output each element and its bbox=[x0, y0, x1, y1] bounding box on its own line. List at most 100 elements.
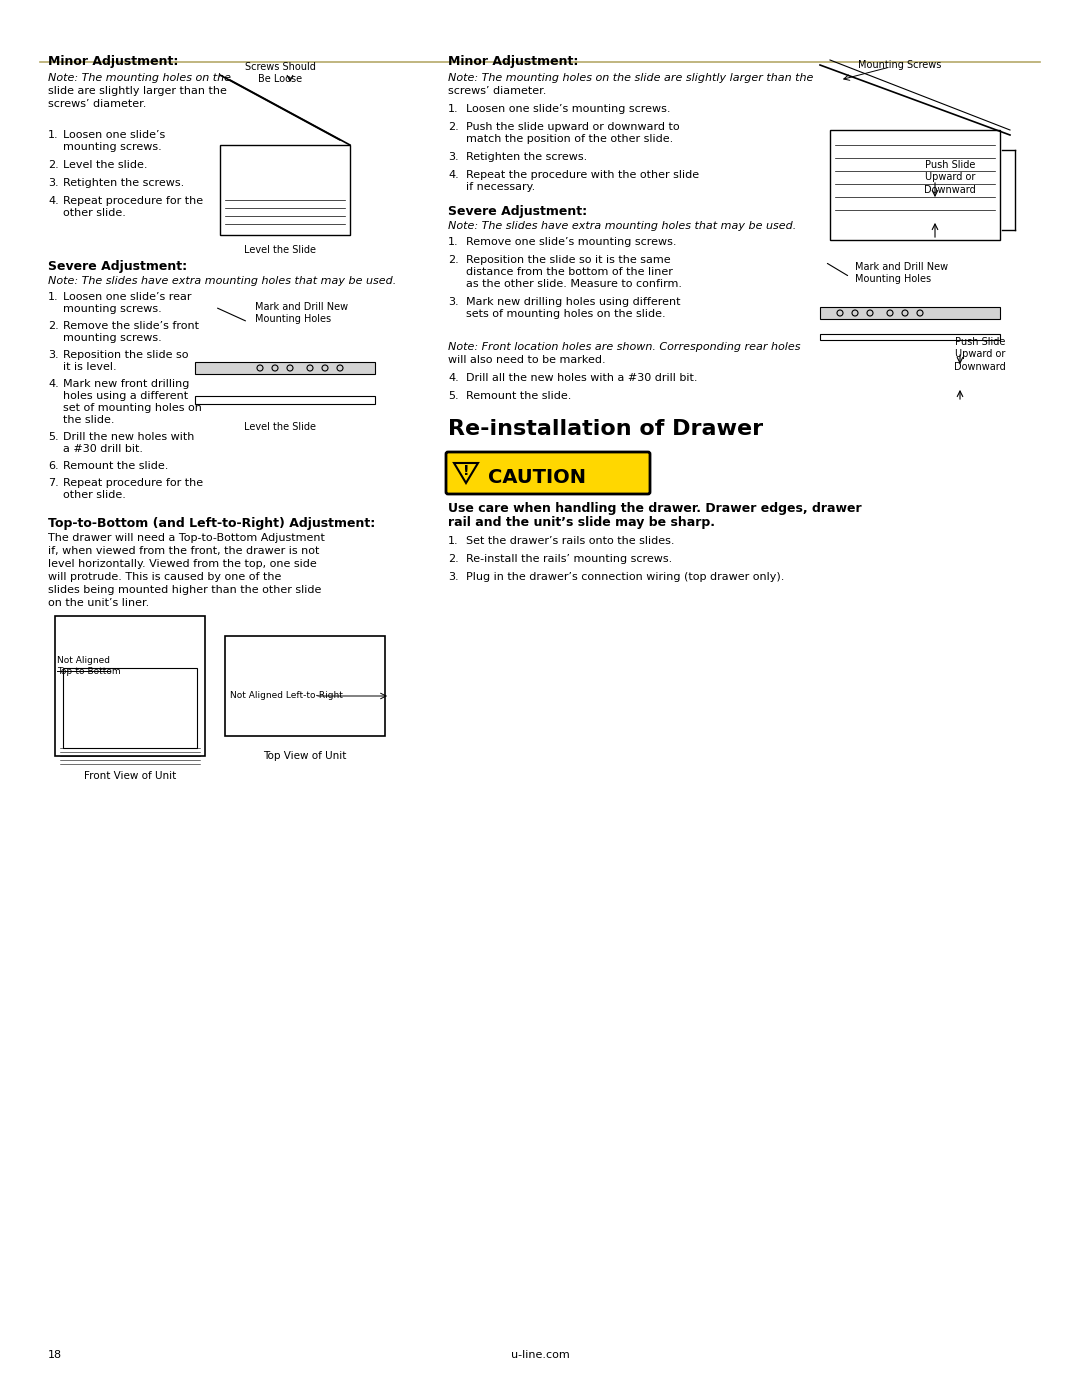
Text: 5.: 5. bbox=[48, 432, 58, 441]
Text: 2.: 2. bbox=[48, 321, 58, 331]
Text: Repeat the procedure with the other slide: Repeat the procedure with the other slid… bbox=[465, 170, 699, 180]
Text: rail and the unit’s slide may be sharp.: rail and the unit’s slide may be sharp. bbox=[448, 515, 715, 529]
Text: Loosen one slide’s mounting screws.: Loosen one slide’s mounting screws. bbox=[465, 103, 671, 115]
Bar bbox=[820, 307, 1000, 319]
Text: 3.: 3. bbox=[448, 298, 459, 307]
Bar bbox=[225, 636, 384, 736]
Text: level horizontally. Viewed from the top, one side: level horizontally. Viewed from the top,… bbox=[48, 559, 316, 569]
Text: Level the slide.: Level the slide. bbox=[63, 161, 148, 170]
Polygon shape bbox=[454, 462, 478, 483]
Text: Retighten the screws.: Retighten the screws. bbox=[63, 177, 185, 189]
Text: 1.: 1. bbox=[448, 536, 459, 546]
Text: 2.: 2. bbox=[448, 256, 459, 265]
Text: !: ! bbox=[462, 464, 469, 478]
Text: 3.: 3. bbox=[48, 177, 58, 189]
Text: it is level.: it is level. bbox=[63, 362, 117, 372]
Text: Re-installation of Drawer: Re-installation of Drawer bbox=[448, 419, 764, 439]
Text: set of mounting holes on: set of mounting holes on bbox=[63, 402, 202, 414]
Text: the slide.: the slide. bbox=[63, 415, 114, 425]
Text: Minor Adjustment:: Minor Adjustment: bbox=[48, 54, 178, 68]
Text: u-line.com: u-line.com bbox=[511, 1350, 569, 1361]
Text: 1.: 1. bbox=[48, 130, 58, 140]
Bar bbox=[831, 130, 1000, 240]
FancyBboxPatch shape bbox=[446, 453, 650, 495]
Text: Not Aligned
Top-to-Bottom: Not Aligned Top-to-Bottom bbox=[57, 657, 121, 676]
Text: if necessary.: if necessary. bbox=[465, 182, 536, 191]
Text: match the position of the other slide.: match the position of the other slide. bbox=[465, 134, 673, 144]
Text: Top View of Unit: Top View of Unit bbox=[264, 752, 347, 761]
Text: Set the drawer’s rails onto the slides.: Set the drawer’s rails onto the slides. bbox=[465, 536, 675, 546]
Text: 3.: 3. bbox=[448, 152, 459, 162]
Text: Note: Front location holes are shown. Corresponding rear holes: Note: Front location holes are shown. Co… bbox=[448, 342, 800, 352]
Text: Screws Should
Be Loose: Screws Should Be Loose bbox=[244, 61, 315, 84]
Bar bbox=[820, 334, 1000, 339]
Text: Remount the slide.: Remount the slide. bbox=[465, 391, 571, 401]
Text: Level the Slide: Level the Slide bbox=[244, 244, 316, 256]
Text: 2.: 2. bbox=[448, 122, 459, 131]
Text: mounting screws.: mounting screws. bbox=[63, 142, 162, 152]
Bar bbox=[55, 616, 205, 756]
Text: as the other slide. Measure to confirm.: as the other slide. Measure to confirm. bbox=[465, 279, 681, 289]
Text: a #30 drill bit.: a #30 drill bit. bbox=[63, 444, 143, 454]
Text: 6.: 6. bbox=[48, 461, 58, 471]
Text: 3.: 3. bbox=[48, 351, 58, 360]
Text: Mark new drilling holes using different: Mark new drilling holes using different bbox=[465, 298, 680, 307]
Text: Note: The slides have extra mounting holes that may be used.: Note: The slides have extra mounting hol… bbox=[48, 277, 396, 286]
Text: other slide.: other slide. bbox=[63, 490, 126, 500]
Bar bbox=[63, 668, 197, 747]
Text: Severe Adjustment:: Severe Adjustment: bbox=[448, 205, 588, 218]
Text: holes using a different: holes using a different bbox=[63, 391, 188, 401]
Text: screws’ diameter.: screws’ diameter. bbox=[48, 99, 147, 109]
Text: Minor Adjustment:: Minor Adjustment: bbox=[448, 54, 579, 68]
Text: Push the slide upward or downward to: Push the slide upward or downward to bbox=[465, 122, 679, 131]
Text: Push Slide
Upward or
Downward: Push Slide Upward or Downward bbox=[924, 161, 976, 194]
Text: 4.: 4. bbox=[48, 379, 58, 388]
Text: 7.: 7. bbox=[48, 478, 58, 488]
Text: Front View of Unit: Front View of Unit bbox=[84, 771, 176, 781]
Text: 5.: 5. bbox=[448, 391, 459, 401]
Text: Drill the new holes with: Drill the new holes with bbox=[63, 432, 194, 441]
Text: Plug in the drawer’s connection wiring (top drawer only).: Plug in the drawer’s connection wiring (… bbox=[465, 571, 784, 583]
Text: Severe Adjustment:: Severe Adjustment: bbox=[48, 260, 187, 272]
Text: on the unit’s liner.: on the unit’s liner. bbox=[48, 598, 149, 608]
Bar bbox=[220, 145, 350, 235]
Text: Repeat procedure for the: Repeat procedure for the bbox=[63, 196, 203, 205]
Text: will also need to be marked.: will also need to be marked. bbox=[448, 355, 606, 365]
Text: Remount the slide.: Remount the slide. bbox=[63, 461, 168, 471]
Text: if, when viewed from the front, the drawer is not: if, when viewed from the front, the draw… bbox=[48, 546, 320, 556]
Text: Reposition the slide so: Reposition the slide so bbox=[63, 351, 189, 360]
Text: Mounting Screws: Mounting Screws bbox=[859, 60, 942, 70]
Text: other slide.: other slide. bbox=[63, 208, 126, 218]
Text: screws’ diameter.: screws’ diameter. bbox=[448, 87, 546, 96]
Text: CAUTION: CAUTION bbox=[488, 468, 586, 488]
Text: mounting screws.: mounting screws. bbox=[63, 332, 162, 344]
Text: 4.: 4. bbox=[48, 196, 58, 205]
Text: Re-install the rails’ mounting screws.: Re-install the rails’ mounting screws. bbox=[465, 555, 672, 564]
Text: Note: The mounting holes on the: Note: The mounting holes on the bbox=[48, 73, 231, 82]
Text: Repeat procedure for the: Repeat procedure for the bbox=[63, 478, 203, 488]
Text: Note: The mounting holes on the slide are slightly larger than the: Note: The mounting holes on the slide ar… bbox=[448, 73, 813, 82]
Text: 2.: 2. bbox=[48, 161, 58, 170]
Text: Level the Slide: Level the Slide bbox=[244, 422, 316, 432]
Text: will protrude. This is caused by one of the: will protrude. This is caused by one of … bbox=[48, 571, 282, 583]
Text: 1.: 1. bbox=[48, 292, 58, 302]
Bar bbox=[195, 362, 375, 374]
Text: Loosen one slide’s: Loosen one slide’s bbox=[63, 130, 165, 140]
Text: slide are slightly larger than the: slide are slightly larger than the bbox=[48, 87, 227, 96]
Text: Remove the slide’s front: Remove the slide’s front bbox=[63, 321, 199, 331]
Text: 1.: 1. bbox=[448, 103, 459, 115]
Text: Reposition the slide so it is the same: Reposition the slide so it is the same bbox=[465, 256, 671, 265]
Text: Loosen one slide’s rear: Loosen one slide’s rear bbox=[63, 292, 191, 302]
Text: 3.: 3. bbox=[448, 571, 459, 583]
Text: sets of mounting holes on the slide.: sets of mounting holes on the slide. bbox=[465, 309, 665, 319]
Text: Remove one slide’s mounting screws.: Remove one slide’s mounting screws. bbox=[465, 237, 676, 247]
Text: 1.: 1. bbox=[448, 237, 459, 247]
Text: The drawer will need a Top-to-Bottom Adjustment: The drawer will need a Top-to-Bottom Adj… bbox=[48, 534, 325, 543]
Text: Mark and Drill New
Mounting Holes: Mark and Drill New Mounting Holes bbox=[855, 263, 948, 285]
Text: Retighten the screws.: Retighten the screws. bbox=[465, 152, 588, 162]
Text: slides being mounted higher than the other slide: slides being mounted higher than the oth… bbox=[48, 585, 322, 595]
Bar bbox=[195, 395, 375, 404]
Text: Note: The slides have extra mounting holes that may be used.: Note: The slides have extra mounting hol… bbox=[448, 221, 796, 231]
Text: Drill all the new holes with a #30 drill bit.: Drill all the new holes with a #30 drill… bbox=[465, 373, 698, 383]
Text: Not Aligned Left-to-Right: Not Aligned Left-to-Right bbox=[230, 692, 342, 700]
